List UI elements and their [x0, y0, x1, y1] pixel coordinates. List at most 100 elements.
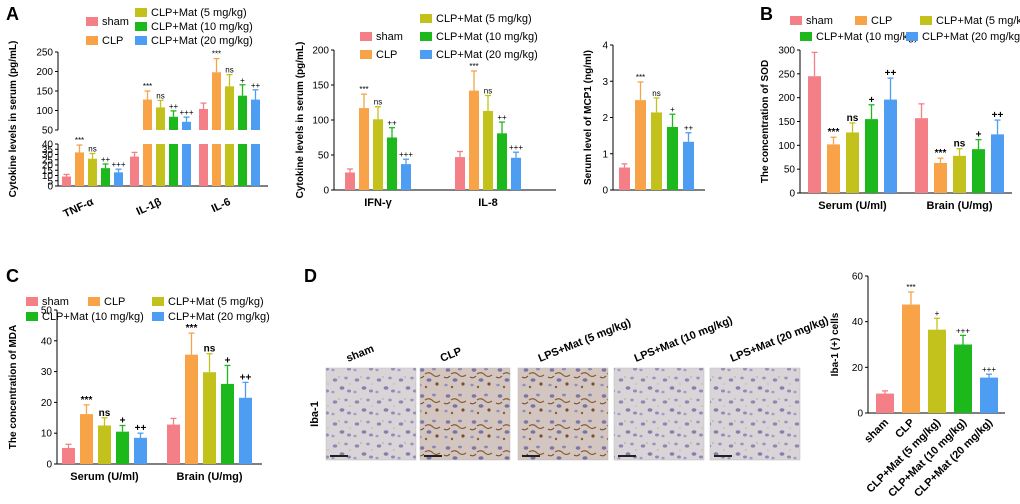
bar: [902, 304, 920, 413]
bar: [62, 447, 75, 464]
y-tick-label: 25: [42, 155, 54, 166]
y-tick-label: 100: [778, 141, 795, 152]
y-tick-label: 0: [789, 189, 795, 200]
y-tick-label: 5: [47, 176, 53, 187]
legend-label: CLP+Mat (10 mg/kg): [436, 31, 538, 43]
y-tick-label: 200: [312, 46, 329, 57]
y-axis-label: The concentration of SOD: [760, 60, 771, 183]
significance-label: ***: [469, 62, 478, 71]
panel-label-B: B: [760, 4, 773, 24]
legend-swatch: [86, 36, 98, 45]
legend-swatch: [88, 297, 100, 306]
y-tick-label: 150: [36, 87, 53, 98]
significance-label: ***: [75, 136, 84, 145]
y-axis-label: Cytokine levels in serum (pg/mL): [8, 41, 19, 198]
significance-label: ***: [81, 395, 93, 406]
bar: [101, 168, 110, 186]
significance-label: +++: [111, 160, 125, 169]
legend-swatch: [152, 312, 164, 321]
significance-label: ++: [169, 102, 179, 111]
micrograph-0: [325, 367, 417, 461]
legend-label: CLP+Mat (5 mg/kg): [151, 7, 247, 19]
x-category-label: Brain (U/mg): [177, 471, 243, 483]
bar-lower-segment: [199, 144, 208, 186]
y-tick-label: 50: [42, 126, 54, 137]
significance-label: ns: [156, 91, 164, 100]
y-tick-label: 30: [42, 150, 54, 161]
bar: [156, 107, 165, 130]
significance-label: ns: [374, 98, 382, 107]
significance-label: ns: [204, 344, 216, 355]
bar: [251, 99, 260, 130]
bar: [221, 383, 234, 464]
y-tick-label: 50: [318, 151, 330, 162]
legend-label: CLP: [104, 296, 125, 308]
legend-label: CLP+Mat (10 mg/kg): [816, 31, 918, 43]
bar: [182, 121, 191, 130]
micrograph-row-label: Iba-1: [309, 401, 321, 427]
bar: [114, 172, 123, 186]
bar: [62, 176, 71, 186]
legend-swatch: [906, 32, 918, 41]
y-tick-label: 0: [602, 186, 608, 197]
y-tick-label: 20: [852, 363, 864, 374]
legend-label: CLP+Mat (20 mg/kg): [151, 35, 253, 47]
bar: [865, 119, 878, 193]
bar: [203, 372, 216, 464]
legend-label: CLP+Mat (5 mg/kg): [168, 296, 264, 308]
significance-label: +: [869, 95, 875, 106]
significance-label: +: [120, 416, 126, 427]
legend-swatch: [26, 297, 38, 306]
bar: [225, 86, 234, 130]
significance-label: ***: [828, 127, 840, 138]
significance-label: +: [240, 76, 245, 85]
bar: [75, 152, 84, 186]
significance-label: +++: [399, 150, 413, 159]
y-tick-label: 0: [857, 409, 863, 420]
bar: [469, 90, 479, 190]
legend-swatch: [790, 16, 802, 25]
bar: [497, 133, 507, 190]
bar: [88, 158, 97, 186]
y-axis-label: Iba-1 (+) cells: [830, 312, 841, 376]
micrograph-label: CLP: [439, 345, 464, 364]
y-tick-label: 250: [36, 48, 53, 59]
significance-label: ++: [885, 68, 897, 79]
bar: [511, 157, 521, 190]
legend-swatch: [920, 16, 932, 25]
bar: [455, 157, 465, 190]
y-tick-label: 1: [602, 149, 608, 160]
bar: [928, 329, 946, 413]
x-category-label: IFN-γ: [364, 197, 392, 209]
legend-label: CLP: [376, 49, 397, 61]
significance-label: ***: [143, 82, 152, 91]
legend-label: sham: [42, 296, 69, 308]
significance-label: ***: [186, 323, 198, 334]
legend-swatch: [135, 8, 147, 17]
y-tick-label: 300: [778, 46, 795, 57]
significance-label: ***: [359, 85, 368, 94]
legend-swatch: [152, 297, 164, 306]
bar: [884, 99, 897, 193]
y-tick-label: 0: [46, 460, 52, 471]
legend-swatch: [86, 17, 98, 26]
significance-label: ns: [225, 66, 233, 75]
significance-label: ***: [906, 283, 915, 292]
x-category-label: sham: [862, 416, 891, 445]
significance-label: +: [976, 130, 982, 141]
y-tick-label: 30: [41, 367, 53, 378]
bar: [953, 155, 966, 193]
bar-lower-segment: [143, 144, 152, 186]
y-tick-label: 40: [42, 140, 54, 151]
y-tick-label: 50: [784, 165, 796, 176]
significance-label: ns: [847, 113, 859, 124]
bar: [80, 414, 93, 464]
bar: [635, 100, 646, 190]
bar: [143, 99, 152, 130]
x-category-label: Serum (U/ml): [70, 471, 139, 483]
significance-label: ++: [497, 113, 507, 122]
y-tick-label: 20: [41, 398, 53, 409]
y-tick-label: 20: [42, 161, 54, 172]
legend-label: sham: [102, 16, 129, 28]
